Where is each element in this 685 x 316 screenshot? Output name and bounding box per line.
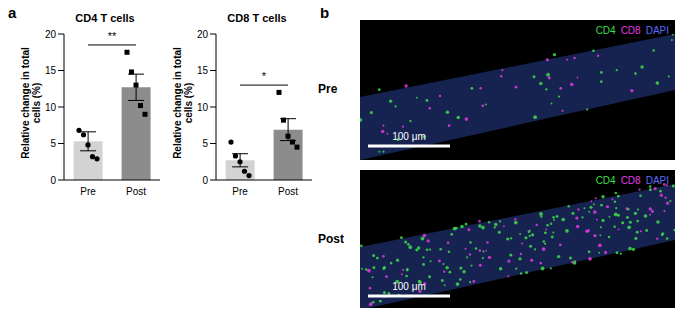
html-text:Pre: Pre [318, 82, 338, 96]
html-text:Relative change in total cells: Relative change in total cells (%) [20, 47, 42, 159]
html-text:b: b [320, 4, 330, 21]
svg-text:10: 10 [45, 102, 57, 113]
html-text:CD4 T cells: CD4 T cells [75, 12, 135, 24]
svg-text:100 μm: 100 μm [392, 281, 426, 292]
svg-text:15: 15 [197, 65, 209, 76]
svg-text:Pre: Pre [232, 186, 248, 197]
svg-text:*: * [262, 70, 267, 82]
svg-text:15: 15 [45, 65, 57, 76]
svg-text:5: 5 [202, 138, 208, 149]
svg-text:20: 20 [45, 29, 57, 40]
svg-text:100 μm: 100 μm [392, 131, 426, 142]
svg-text:0: 0 [50, 175, 56, 186]
html-text:a: a [8, 4, 17, 21]
svg-text:**: ** [108, 30, 117, 42]
svg-text:CD4CD8DAPI: CD4CD8DAPI [596, 25, 669, 36]
html-text:Post: Post [318, 232, 344, 246]
svg-text:Post: Post [126, 186, 146, 197]
html-text:CD8 T cells: CD8 T cells [227, 12, 287, 24]
svg-text:0: 0 [202, 175, 208, 186]
svg-text:20: 20 [197, 29, 209, 40]
html-text:Relative change in total cells: Relative change in total cells (%) [172, 47, 194, 159]
svg-text:Pre: Pre [80, 186, 96, 197]
svg-text:5: 5 [50, 138, 56, 149]
svg-text:Post: Post [278, 186, 298, 197]
svg-text:10: 10 [197, 102, 209, 113]
svg-text:CD4CD8DAPI: CD4CD8DAPI [596, 175, 669, 186]
